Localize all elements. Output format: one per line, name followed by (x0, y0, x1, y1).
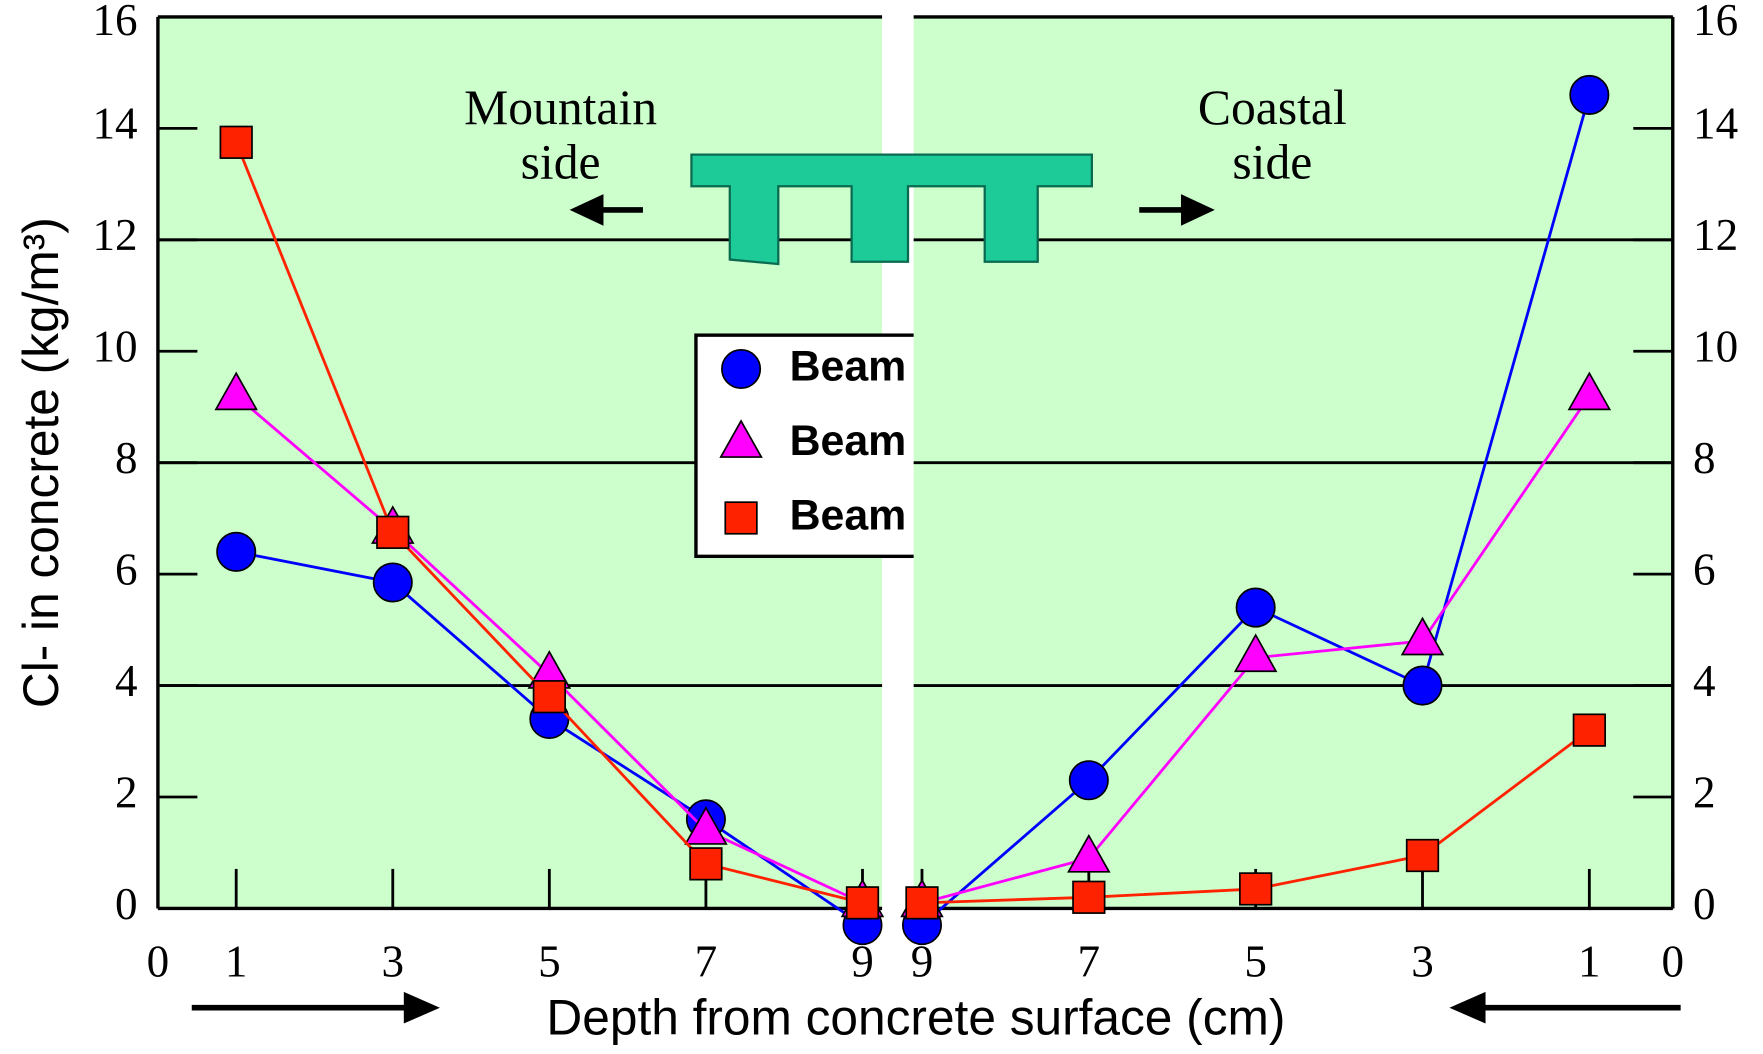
marker (847, 887, 879, 919)
marker (1073, 881, 1105, 913)
y-tick-label: 4 (115, 656, 138, 706)
y-tick-label: 14 (93, 99, 138, 149)
y-tick-label: 2 (1693, 767, 1716, 817)
x-tick-label: 3 (1411, 936, 1434, 986)
marker (1407, 840, 1439, 872)
marker (374, 563, 412, 601)
y-tick-label: 10 (93, 322, 138, 372)
y-tick-label: 12 (1693, 210, 1738, 260)
annotation: side (521, 134, 601, 189)
y-tick-label: 0 (1693, 879, 1716, 929)
marker (217, 533, 255, 571)
x-tick-label: 3 (381, 936, 404, 986)
y-axis-label: Cl- in concrete (kg/m³) (13, 217, 69, 708)
y-tick-label: 2 (115, 767, 138, 817)
y-tick-label: 12 (93, 210, 138, 260)
marker (1070, 761, 1108, 799)
annotation: side (1232, 134, 1312, 189)
marker (690, 848, 722, 880)
marker (377, 517, 409, 549)
y-tick-label: 14 (1693, 99, 1738, 149)
y-tick-label: 6 (115, 544, 138, 594)
chart: 0246810121416013579MountainsideBeam No. … (0, 0, 1763, 1054)
marker (1236, 588, 1274, 626)
y-tick-label: 6 (1693, 544, 1716, 594)
marker (906, 887, 938, 919)
marker (1574, 714, 1606, 746)
y-tick-label: 16 (1693, 0, 1738, 45)
x-tick-label: 7 (1078, 936, 1101, 986)
marker (534, 681, 566, 713)
annotation: Coastal (1198, 80, 1347, 135)
x-tick-label: 0 (1661, 936, 1684, 986)
bridge-icon (691, 155, 1091, 264)
marker (220, 126, 252, 158)
x-tick-label: 1 (1578, 936, 1601, 986)
y-tick-label: 8 (115, 433, 138, 483)
x-tick-label: 7 (695, 936, 718, 986)
marker (1403, 666, 1441, 704)
legend-marker (725, 502, 757, 534)
x-axis-label: Depth from concrete surface (cm) (546, 989, 1285, 1045)
x-tick-label: 5 (538, 936, 561, 986)
y-tick-label: 0 (115, 879, 138, 929)
y-tick-label: 16 (93, 0, 138, 45)
y-tick-label: 4 (1693, 656, 1716, 706)
marker (1570, 76, 1608, 114)
x-tick-label: 5 (1244, 936, 1267, 986)
y-tick-label: 8 (1693, 433, 1716, 483)
x-tick-label: 0 (147, 936, 170, 986)
annotation: Mountain (464, 80, 657, 135)
marker (1240, 873, 1272, 905)
y-tick-label: 10 (1693, 322, 1738, 372)
x-tick-label: 1 (225, 936, 248, 986)
legend-marker (722, 350, 760, 388)
